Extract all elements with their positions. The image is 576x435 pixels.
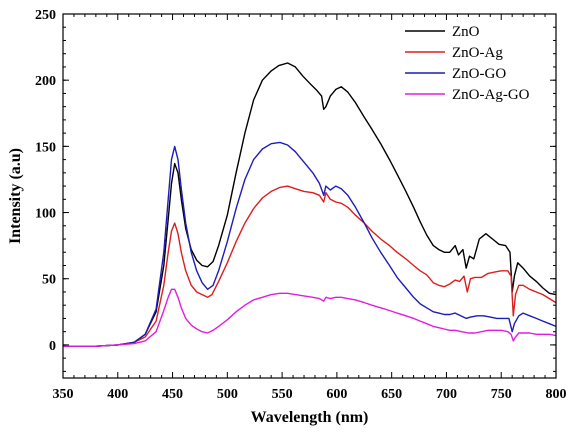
x-tick-label: 500 (217, 387, 238, 402)
series-line-zno-go (63, 141, 557, 347)
x-tick-label: 800 (546, 387, 567, 402)
x-tick-label: 600 (326, 387, 347, 402)
x-tick-label: 650 (381, 387, 402, 402)
series-line-zno-ag-go (63, 288, 557, 347)
y-tick-label: 50 (42, 273, 56, 288)
y-tick-label: 150 (35, 140, 56, 155)
y-tick-label: 250 (35, 8, 56, 23)
legend-label: ZnO-Ag-GO (452, 87, 530, 103)
x-tick-label: 750 (491, 387, 512, 402)
legend: ZnO ZnO-Ag ZnO-GO ZnO-Ag-GO (405, 24, 530, 103)
legend-label: ZnO (452, 24, 480, 40)
series-line-zno-ag (63, 185, 557, 347)
y-axis-ticks: 0 50 100 150 200 250 (35, 8, 556, 372)
plot-frame (62, 13, 557, 379)
legend-label: ZnO-Ag (452, 45, 503, 61)
x-tick-label: 400 (107, 387, 128, 402)
y-tick-label: 200 (35, 74, 56, 89)
x-tick-label: 450 (162, 387, 183, 402)
series-line-zno (63, 62, 557, 347)
y-axis-title: Intensity (a.u) (7, 148, 24, 244)
x-tick-label: 700 (436, 387, 457, 402)
series-layer (63, 62, 557, 347)
y-tick-label: 100 (35, 207, 56, 222)
legend-label: ZnO-GO (452, 66, 506, 82)
x-tick-label: 550 (272, 387, 293, 402)
x-axis-ticks: 350 400 450 500 550 600 650 700 750 800 (53, 14, 567, 402)
x-axis-title: Wavelength (nm) (251, 409, 369, 426)
y-tick-label: 0 (49, 339, 56, 354)
x-tick-label: 350 (53, 387, 74, 402)
